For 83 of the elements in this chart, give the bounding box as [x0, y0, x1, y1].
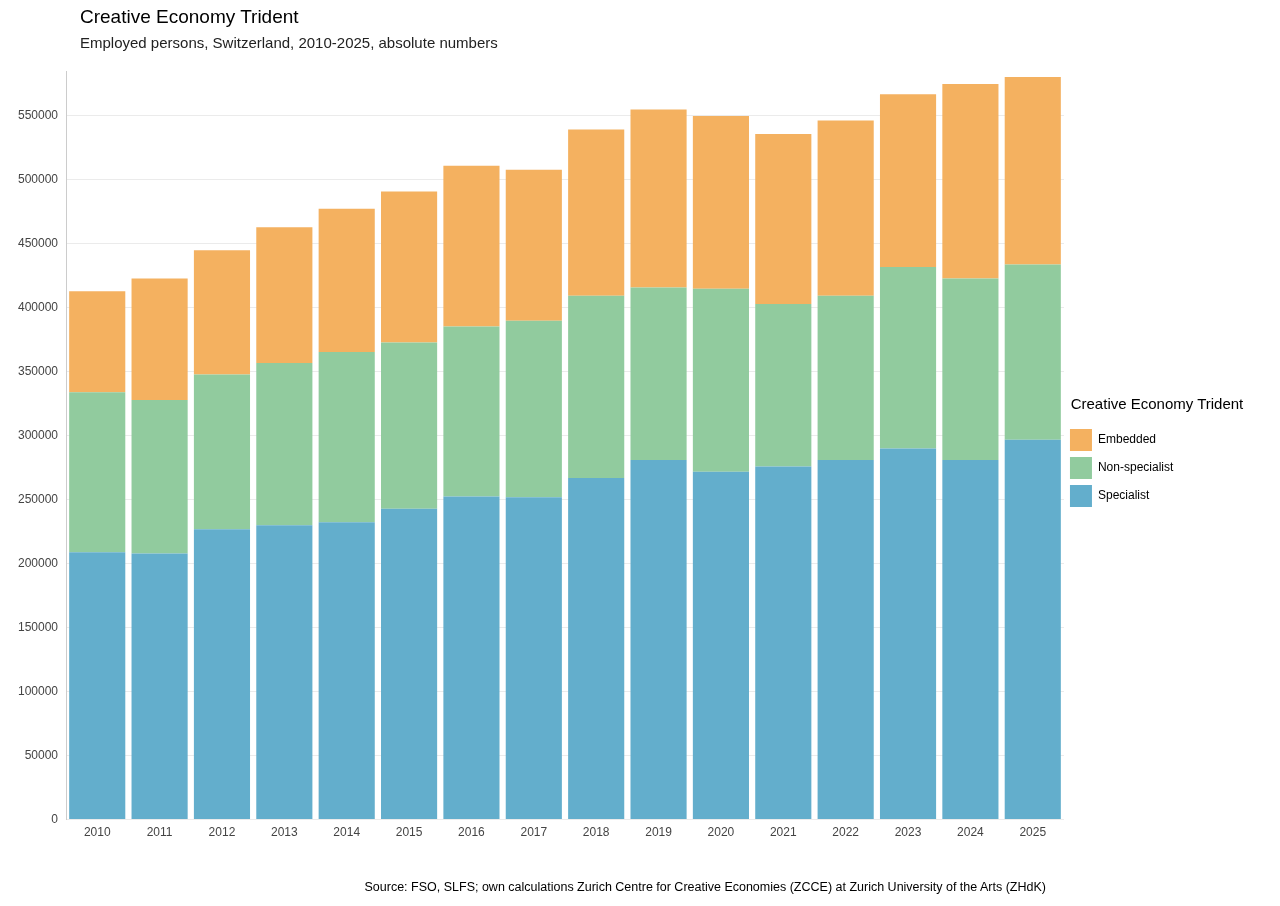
bar	[630, 287, 687, 461]
x-tick-label: 2021	[769, 825, 797, 840]
bar	[879, 266, 937, 449]
y-tick-label: 0	[51, 811, 59, 826]
y-tick-label: 450000	[18, 236, 59, 251]
x-tick-label: 2022	[832, 825, 860, 840]
x-tick-label: 2015	[395, 825, 423, 840]
legend-label: Non-specialist	[1097, 460, 1240, 475]
bar	[692, 115, 749, 289]
bar	[817, 295, 874, 461]
bar	[630, 460, 687, 820]
x-tick-label: 2018	[582, 825, 610, 840]
bar	[942, 460, 999, 820]
bar	[692, 288, 749, 472]
bar	[443, 326, 500, 497]
bar	[318, 352, 375, 523]
bar	[443, 496, 500, 820]
legend-label: Specialist	[1097, 488, 1216, 503]
y-tick-label: 300000	[18, 428, 59, 443]
y-tick-label: 400000	[18, 300, 59, 315]
bar	[131, 278, 188, 400]
legend-label: Embedded	[1097, 432, 1223, 447]
y-tick-label: 150000	[18, 620, 59, 635]
bar	[131, 553, 188, 820]
y-tick-label: 100000	[18, 683, 59, 698]
bar	[505, 169, 562, 321]
bar	[193, 250, 251, 375]
x-tick-label: 2017	[520, 825, 548, 840]
bar	[817, 460, 874, 820]
bar	[505, 497, 562, 820]
chart-title: Creative Economy Trident	[80, 6, 299, 28]
bar	[755, 304, 812, 467]
bar	[568, 478, 625, 820]
bar	[879, 94, 937, 267]
x-tick-label: 2025	[1019, 825, 1047, 840]
chart-subtitle: Employed persons, Switzerland, 2010-2025, absolute numbers	[80, 34, 498, 51]
x-tick-label: 2016	[458, 825, 486, 840]
bar	[193, 529, 251, 820]
y-tick-label: 500000	[18, 172, 59, 187]
bar	[256, 227, 313, 363]
bar	[755, 133, 812, 305]
x-tick-label: 2019	[645, 825, 673, 840]
bar	[131, 399, 188, 554]
bar	[568, 129, 625, 296]
y-tick-label: 350000	[18, 364, 59, 379]
bar	[69, 552, 126, 820]
y-tick-label: 250000	[18, 492, 59, 507]
bar	[69, 291, 126, 393]
y-tick-label: 200000	[18, 556, 59, 571]
bar	[193, 374, 251, 530]
bar	[879, 448, 937, 820]
x-tick-label: 2024	[957, 825, 985, 840]
bar	[692, 471, 749, 820]
bar	[381, 342, 438, 509]
legend-title: Creative Economy Trident	[1070, 394, 1245, 412]
bar	[318, 208, 375, 353]
bar	[1004, 439, 1061, 820]
x-tick-label: 2013	[270, 825, 299, 840]
x-tick-label: 2023	[894, 825, 922, 840]
x-tick-label: 2012	[208, 825, 236, 840]
source-note: Source: FSO, SLFS; own calculations Zurich Centre for Creative Economies (ZCCE) at Zurich University of the Arts (ZHdK)	[364, 880, 1046, 894]
bar	[942, 83, 999, 279]
bar	[381, 508, 438, 820]
bar	[256, 525, 313, 820]
x-tick-label: 2014	[333, 825, 361, 840]
bar	[568, 295, 625, 479]
bar	[318, 522, 375, 820]
x-tick-label: 2010	[83, 825, 111, 840]
bar	[69, 392, 126, 553]
bar	[630, 109, 687, 288]
bar	[1004, 76, 1061, 265]
bar	[755, 466, 812, 820]
x-tick-label: 2011	[146, 825, 173, 840]
bar	[256, 362, 313, 526]
x-tick-label: 2020	[707, 825, 735, 840]
y-tick-label: 50000	[24, 747, 59, 762]
y-tick-label: 550000	[18, 108, 59, 123]
bar	[443, 165, 500, 327]
bar	[1004, 264, 1061, 440]
bar	[505, 320, 562, 498]
bar	[381, 191, 438, 343]
bar	[817, 120, 874, 296]
bar	[942, 278, 999, 461]
